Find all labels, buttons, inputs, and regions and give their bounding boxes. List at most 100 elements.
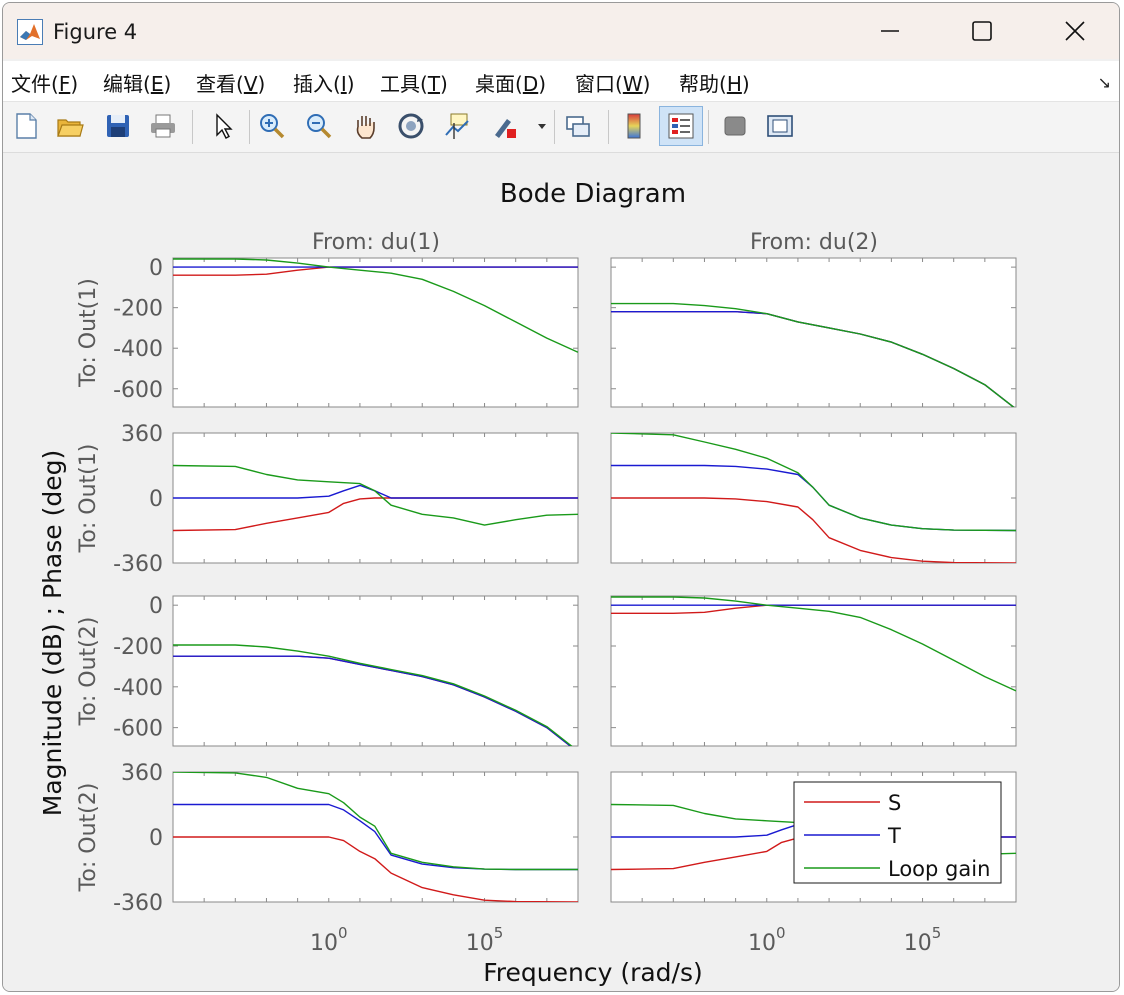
series-line-s xyxy=(173,836,578,902)
minimize-icon xyxy=(881,30,899,32)
x-tick-label: 100 xyxy=(748,924,786,956)
pointer-button[interactable] xyxy=(206,109,240,143)
y-tick-label: -600 xyxy=(113,378,163,403)
subplot-r2-c2 xyxy=(610,432,1017,564)
series-group xyxy=(173,464,578,532)
x-tick-label: 105 xyxy=(466,924,504,956)
y-axis-label: Magnitude (dB) ; Phase (deg) xyxy=(38,450,67,816)
series-line-loop-gain xyxy=(173,258,578,353)
series-line-loop-gain xyxy=(173,644,573,746)
close-icon xyxy=(1065,21,1085,41)
menu-edit[interactable]: 编辑(E) xyxy=(103,72,172,96)
menu-help[interactable]: 帮助(H) xyxy=(679,72,750,96)
axes-box xyxy=(172,595,579,747)
legend-label-loop-gain: Loop gain xyxy=(888,857,990,881)
pointer-icon xyxy=(216,113,233,139)
data-cursor-button[interactable] xyxy=(440,109,474,143)
brush-button[interactable] xyxy=(487,109,521,143)
x-tick-label: 105 xyxy=(904,924,942,956)
y-tick-label: -360 xyxy=(113,552,163,577)
series-line-t xyxy=(173,484,578,499)
minimize-button[interactable] xyxy=(867,11,913,51)
y-tick-label: 360 xyxy=(121,761,163,786)
legend-label-s: S xyxy=(888,791,901,815)
x-axis-label: Frequency (rad/s) xyxy=(483,958,703,987)
column-title-2: From: du(2) xyxy=(750,230,878,255)
legend-label-t: T xyxy=(887,824,901,848)
y-tick-label: 0 xyxy=(149,256,163,281)
colorbar-icon xyxy=(627,113,641,139)
legend-button[interactable] xyxy=(659,106,703,146)
data-cursor-icon xyxy=(445,113,469,139)
hide-plot-tools-button[interactable] xyxy=(718,109,752,143)
colorbar-button[interactable] xyxy=(617,109,651,143)
link-plot-button[interactable] xyxy=(561,109,595,143)
close-button[interactable] xyxy=(1052,11,1098,51)
figure-canvas: Bode Diagram From: du(1) From: du(2) Mag… xyxy=(3,153,1119,991)
zoom-out-icon xyxy=(307,114,332,139)
subplot-r2-c1: 360 0 -360 To: Out(1) xyxy=(76,422,579,577)
row-label: To: Out(2) xyxy=(76,617,101,727)
pan-button[interactable] xyxy=(348,109,382,143)
rotate-button[interactable] xyxy=(394,109,428,143)
y-tick-label: -400 xyxy=(113,337,163,362)
menu-desktop[interactable]: 桌面(D) xyxy=(475,72,547,96)
rotate-3d-icon xyxy=(398,113,424,139)
y-tick-label: -200 xyxy=(113,635,163,660)
y-tick-label: 0 xyxy=(149,594,163,619)
link-plot-icon xyxy=(566,116,590,137)
toolbar xyxy=(3,102,1119,153)
menu-window[interactable]: 窗口(W) xyxy=(575,72,651,96)
series-line-t xyxy=(173,655,572,746)
chevron-down-icon xyxy=(538,124,546,129)
dock-arrow-icon[interactable]: ↘ xyxy=(1097,73,1111,92)
show-plot-tools-icon xyxy=(767,115,793,137)
series-group xyxy=(611,596,1016,692)
series-line-loop-gain xyxy=(173,464,578,526)
new-file-icon xyxy=(16,113,37,139)
series-line-loop-gain xyxy=(611,596,1016,692)
brush-icon xyxy=(495,119,516,138)
legend-box xyxy=(793,781,1002,884)
show-plot-tools-button[interactable] xyxy=(763,109,797,143)
row-label: To: Out(1) xyxy=(76,444,101,554)
subplot-r3-c1: 0 -200 -400 -600 To: Out(2) xyxy=(76,594,579,747)
column-title-1: From: du(1) xyxy=(312,230,440,255)
bode-plot: Bode Diagram From: du(1) From: du(2) Mag… xyxy=(38,179,1017,987)
series-group xyxy=(173,772,578,902)
subplot-r1-c2 xyxy=(610,257,1017,408)
axes-box xyxy=(610,257,1017,408)
brush-dropdown[interactable] xyxy=(533,109,551,143)
zoom-in-button[interactable] xyxy=(255,109,289,143)
maximize-button[interactable] xyxy=(959,11,1005,51)
menu-tools[interactable]: 工具(T) xyxy=(380,72,448,96)
open-button[interactable] xyxy=(53,109,87,143)
save-button[interactable] xyxy=(101,109,135,143)
y-tick-label: 0 xyxy=(149,826,163,851)
legend[interactable]: ST Loop gain xyxy=(793,781,1002,884)
new-file-button[interactable] xyxy=(9,109,43,143)
menu-file[interactable]: 文件(F) xyxy=(11,72,79,96)
y-tick-label: 0 xyxy=(149,487,163,512)
row-label: To: Out(1) xyxy=(76,278,101,388)
zoom-in-icon xyxy=(260,114,285,139)
y-tick-label: -360 xyxy=(113,891,163,916)
legend-icon xyxy=(668,113,694,139)
y-tick-label: -200 xyxy=(113,297,163,322)
series-line-s xyxy=(611,497,1016,563)
series-group xyxy=(611,433,1016,563)
menu-insert[interactable]: 插入(I) xyxy=(293,72,355,96)
title-bar: Figure 4 xyxy=(3,3,1119,59)
series-line-loop-gain xyxy=(611,302,1015,407)
row-label: To: Out(2) xyxy=(76,783,101,893)
print-button[interactable] xyxy=(146,109,180,143)
zoom-out-button[interactable] xyxy=(302,109,336,143)
subplot-r3-c2 xyxy=(610,595,1017,747)
axes-box xyxy=(610,595,1017,747)
menu-view[interactable]: 查看(V) xyxy=(196,72,266,96)
y-tick-label: -400 xyxy=(113,676,163,701)
subplot-r4-c1: 360 0 -360 To: Out(2) 100 105 xyxy=(76,761,579,956)
subplot-r1-c1: 0 -200 -400 -600 To: Out(1) xyxy=(76,256,579,408)
y-tick-label: -600 xyxy=(113,717,163,742)
